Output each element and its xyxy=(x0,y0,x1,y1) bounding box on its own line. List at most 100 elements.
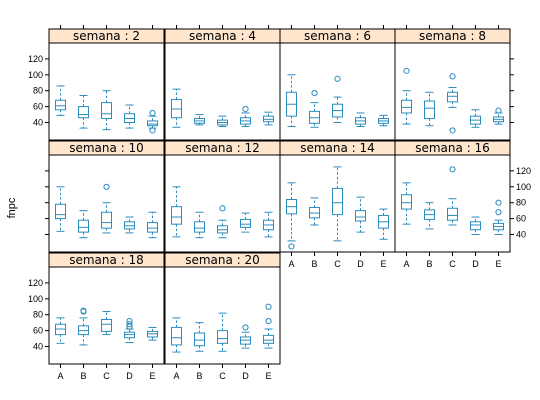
x-tick-label: B xyxy=(196,371,202,381)
x-tick-label: D xyxy=(242,371,249,381)
panel-9: semana : 18 A B C D E 40 60 80 100 120 xyxy=(28,252,165,381)
box-A xyxy=(401,67,412,125)
box-iqr xyxy=(240,218,251,228)
box-iqr xyxy=(101,102,112,120)
box-A xyxy=(401,182,412,225)
box-D xyxy=(355,112,366,127)
outlier-point xyxy=(103,183,110,190)
panels-group: semana : 2 40 60 80 100 120 semana : 4 semana :… xyxy=(28,25,531,381)
y-tick-label: 40 xyxy=(33,342,43,352)
outlier-point xyxy=(126,323,133,330)
x-tick-label: E xyxy=(495,259,501,269)
outlier-point xyxy=(265,317,272,325)
outlier-point xyxy=(495,209,502,216)
y-tick-label: 60 xyxy=(33,326,43,336)
panel-title: semana : 2 xyxy=(73,29,140,43)
y-tick-label: 120 xyxy=(516,166,531,176)
box-B xyxy=(78,210,89,239)
x-tick-label: B xyxy=(311,259,317,269)
box-iqr xyxy=(78,219,89,233)
panel-frame xyxy=(394,42,511,141)
box-D xyxy=(124,216,135,234)
box-E xyxy=(378,114,389,127)
box-A xyxy=(55,85,66,116)
y-tick-label: 120 xyxy=(28,278,43,288)
x-tick-label: E xyxy=(265,371,271,381)
outlier-point xyxy=(149,127,156,134)
box-D xyxy=(240,105,251,127)
box-C xyxy=(217,205,228,239)
box-D xyxy=(470,216,481,236)
box-D xyxy=(124,317,135,344)
box-iqr xyxy=(78,106,89,119)
x-tick-label: D xyxy=(126,371,133,381)
panel-frame xyxy=(48,154,165,253)
box-iqr xyxy=(447,207,458,221)
box-B xyxy=(309,89,320,128)
outlier-point xyxy=(242,105,249,113)
panel-title: semana : 14 xyxy=(300,141,375,155)
box-iqr xyxy=(101,318,112,332)
y-tick-label: 60 xyxy=(516,214,526,224)
box-D xyxy=(124,104,135,129)
box-D xyxy=(355,196,366,233)
y-tick-label: 80 xyxy=(33,86,43,96)
y-tick-label: 80 xyxy=(33,310,43,320)
panel-title: semana : 16 xyxy=(415,141,490,155)
box-A xyxy=(55,186,66,232)
y-tick-label: 100 xyxy=(516,182,531,192)
outlier-point xyxy=(126,321,133,328)
box-C xyxy=(332,166,343,242)
x-tick-label: E xyxy=(149,371,155,381)
outlier-point xyxy=(242,324,249,331)
y-tick-label: 40 xyxy=(516,230,526,240)
x-tick-label: C xyxy=(449,259,456,269)
box-C xyxy=(447,166,458,226)
x-tick-label: C xyxy=(334,259,341,269)
box-E xyxy=(493,199,504,236)
box-iqr xyxy=(194,332,205,347)
box-C xyxy=(101,90,112,131)
box-iqr xyxy=(101,211,112,229)
box-iqr xyxy=(355,210,366,222)
panel-8: semana : 16 A B C D E 40 60 80 100 120 xyxy=(394,140,531,269)
y-tick-label: 40 xyxy=(33,118,43,128)
outlier-point xyxy=(334,75,341,82)
outlier-point xyxy=(449,127,456,134)
x-tick-label: B xyxy=(80,371,86,381)
x-tick-label: A xyxy=(57,371,63,381)
box-E xyxy=(147,211,158,239)
outlier-point xyxy=(219,205,226,212)
box-iqr xyxy=(171,326,182,346)
outlier-point xyxy=(288,243,295,250)
panel-1: semana : 2 40 60 80 100 120 xyxy=(28,25,165,141)
box-iqr xyxy=(470,221,481,231)
panel-10: semana : 20 A B C D E xyxy=(164,252,281,381)
y-tick-label: 100 xyxy=(28,294,43,304)
outlier-point xyxy=(495,199,502,206)
box-iqr xyxy=(55,203,66,220)
box-B xyxy=(194,114,205,126)
box-iqr xyxy=(401,194,412,210)
box-iqr xyxy=(147,120,158,127)
box-C xyxy=(217,115,228,127)
box-E xyxy=(263,111,274,126)
box-B xyxy=(78,94,89,129)
box-C xyxy=(101,311,112,336)
x-tick-label: D xyxy=(472,259,479,269)
box-C xyxy=(101,183,112,234)
box-iqr xyxy=(55,99,66,111)
outlier-point xyxy=(403,67,410,74)
x-tick-label: C xyxy=(219,371,226,381)
y-tick-label: 60 xyxy=(33,102,43,112)
box-iqr xyxy=(447,91,458,103)
box-A xyxy=(171,317,182,353)
box-iqr xyxy=(401,99,412,114)
panel-6: semana : 12 xyxy=(164,140,281,253)
x-tick-label: D xyxy=(357,259,364,269)
outlier-point xyxy=(80,308,87,315)
box-E xyxy=(493,107,504,125)
box-C xyxy=(332,75,343,124)
panel-title: semana : 12 xyxy=(185,141,260,155)
box-A xyxy=(286,74,297,127)
